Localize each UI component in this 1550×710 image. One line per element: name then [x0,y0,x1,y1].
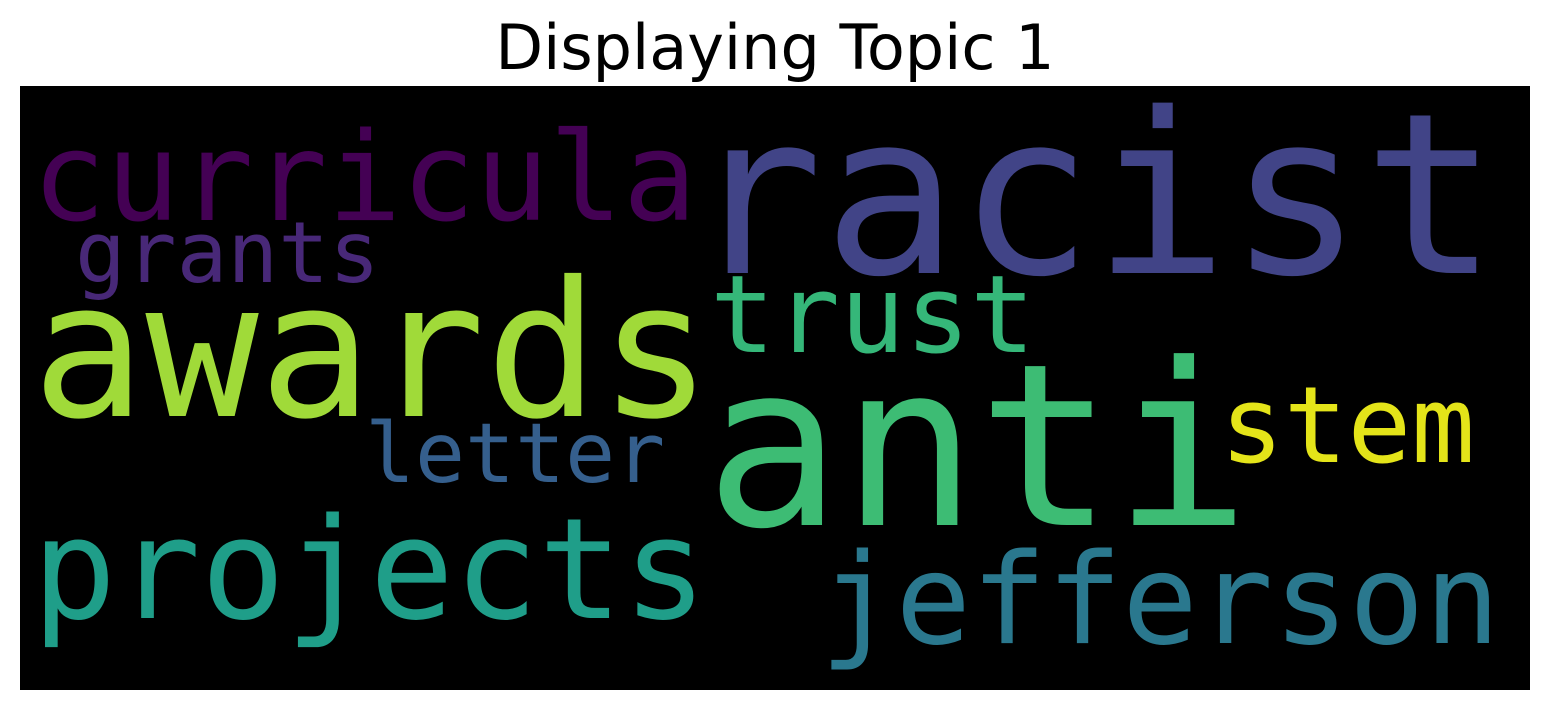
word-racist: racist [688,86,1499,326]
word-projects: projects [32,488,708,652]
word-grants: grants [75,204,380,303]
word-stem: stem [1220,364,1476,488]
word-trust: trust [710,253,1036,378]
word-jefferson: jefferson [820,527,1501,674]
word-curricula: curricula [32,105,697,249]
word-awards: awards [32,241,713,461]
figure-title: Displaying Topic 1 [495,11,1055,84]
word-cloud: racist anti awards curricula projects je… [20,86,1530,690]
word-letter: letter [365,404,666,502]
word-anti: anti [705,316,1250,580]
